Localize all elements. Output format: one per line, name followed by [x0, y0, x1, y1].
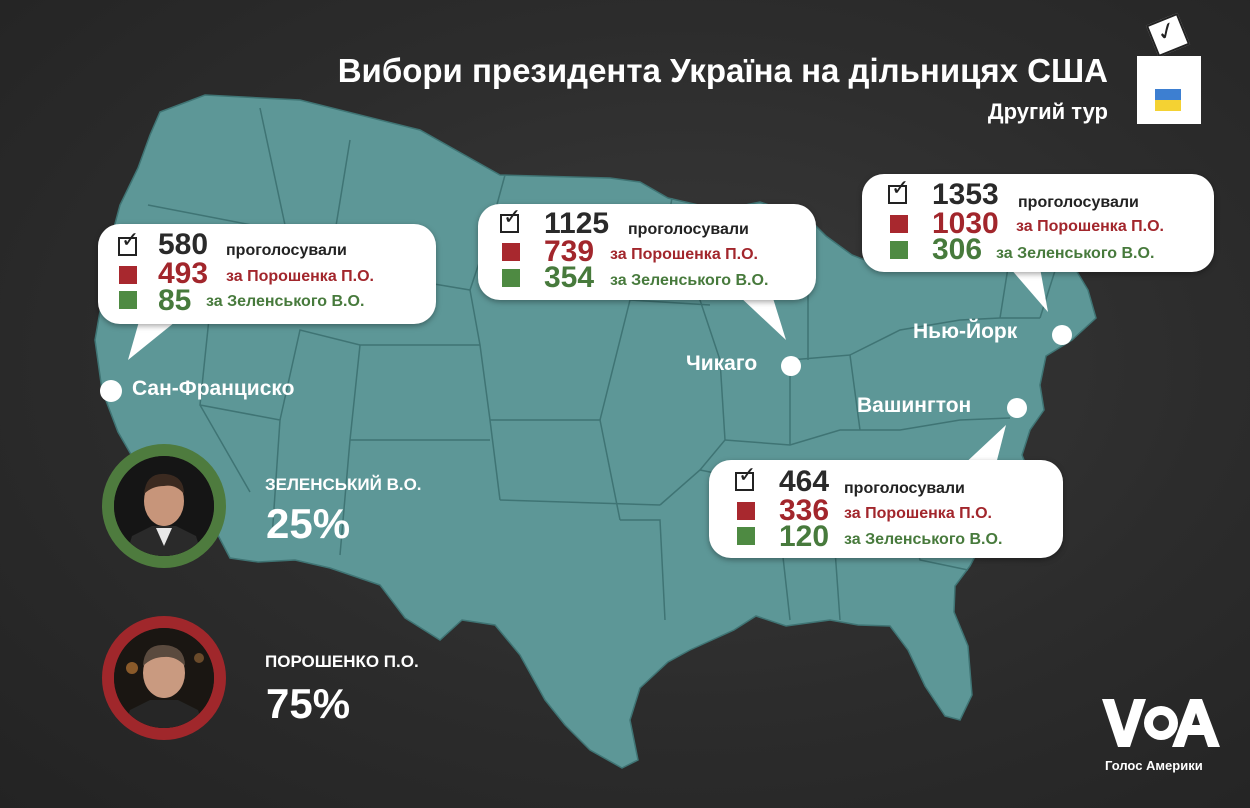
page-subtitle: Другий тур: [987, 99, 1108, 124]
poroshenko-votes: 336: [779, 494, 830, 527]
page-title: Вибори президента Україна на дільницях С…: [337, 52, 1108, 89]
person-icon: [114, 456, 214, 556]
city-label-new-york: Нью-Йорк: [913, 320, 1018, 343]
poroshenko-square-icon: [119, 266, 137, 284]
checkbox-icon: ✓: [735, 463, 756, 491]
zelensky-square-icon: [890, 241, 908, 259]
city-marker-washington: [1007, 398, 1027, 418]
ballot-box-icon: ✓: [1137, 12, 1201, 124]
zelensky-label: за Зеленського В.О.: [206, 293, 365, 310]
avatar-poroshenko: [102, 616, 226, 740]
results-bubble-san-francisco: ✓ 580 проголосували 493 за Порошенка П.О…: [98, 224, 436, 324]
city-marker-san-francisco: [100, 380, 122, 402]
voa-logo: [1102, 699, 1220, 747]
ukraine-flag-icon: [1155, 89, 1181, 111]
checkbox-icon: ✓: [888, 176, 909, 204]
voted-label: проголосували: [628, 221, 749, 238]
zelensky-votes: 120: [779, 520, 830, 553]
poroshenko-square-icon: [502, 243, 520, 261]
zelensky-square-icon: [737, 527, 755, 545]
poroshenko-label: за Порошенка П.О.: [226, 268, 374, 285]
checkbox-icon: ✓: [500, 205, 521, 233]
voted-label: проголосували: [1018, 194, 1139, 211]
results-bubble-washington: ✓ 464 проголосували 336 за Порошенка П.О…: [709, 460, 1063, 558]
avatar-zelensky: [102, 444, 226, 568]
zelensky-label: за Зеленського В.О.: [844, 531, 1003, 548]
poroshenko-votes: 1030: [932, 207, 999, 240]
checkbox-icon: ✓: [118, 228, 139, 256]
total-votes: 1125: [544, 207, 610, 240]
voted-label: проголосували: [844, 480, 965, 497]
zelensky-square-icon: [502, 269, 520, 287]
zelensky-votes: 306: [932, 233, 983, 266]
city-label-san-francisco: Сан-Франциско: [132, 377, 295, 400]
person-icon: [114, 628, 214, 728]
zelensky-votes: 354: [544, 261, 595, 294]
candidate-percent-zelensky: 25%: [266, 500, 351, 547]
city-label-washington: Вашингтон: [857, 394, 972, 417]
voted-label: проголосували: [226, 242, 347, 259]
city-label-chicago: Чикаго: [686, 352, 758, 375]
zelensky-votes: 85: [158, 284, 192, 317]
voa-tagline: Голос Америки: [1105, 758, 1203, 773]
results-bubble-chicago: ✓ 1125 проголосували 739 за Порошенка П.…: [478, 204, 816, 300]
poroshenko-votes: 739: [544, 235, 595, 268]
total-votes: 580: [158, 228, 209, 261]
poroshenko-square-icon: [890, 215, 908, 233]
poroshenko-votes: 493: [158, 257, 209, 290]
poroshenko-square-icon: [737, 502, 755, 520]
total-votes: 464: [779, 465, 830, 498]
poroshenko-label: за Порошенка П.О.: [610, 246, 758, 263]
poroshenko-label: за Порошенка П.О.: [844, 505, 992, 522]
poroshenko-label: за Порошенка П.О.: [1016, 218, 1164, 235]
results-bubble-new-york: ✓ 1353 проголосували 1030 за Порошенка П…: [862, 174, 1214, 272]
zelensky-label: за Зеленського В.О.: [610, 272, 769, 289]
city-marker-chicago: [781, 356, 801, 376]
total-votes: 1353: [932, 178, 999, 211]
city-marker-new-york: [1052, 325, 1072, 345]
candidate-name-poroshenko: ПОРОШЕНКО П.О.: [265, 652, 419, 671]
candidate-name-zelensky: ЗЕЛЕНСЬКИЙ В.О.: [265, 475, 422, 494]
candidate-percent-poroshenko: 75%: [266, 680, 351, 727]
zelensky-label: за Зеленського В.О.: [996, 245, 1155, 262]
zelensky-square-icon: [119, 291, 137, 309]
